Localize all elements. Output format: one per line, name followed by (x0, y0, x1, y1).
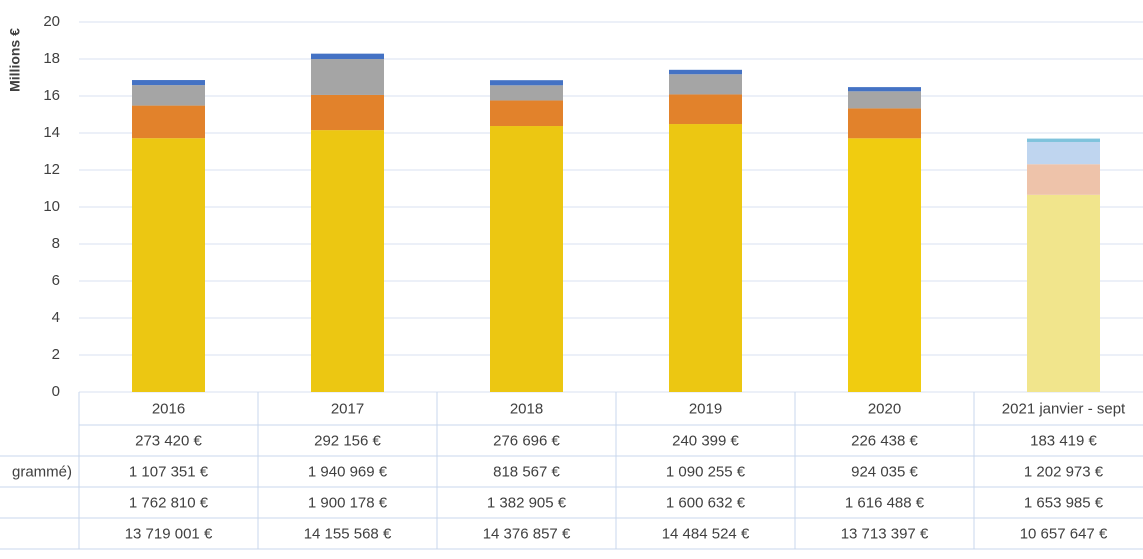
x-tick-label: 2019 (689, 400, 722, 417)
table-value: 1 107 351 € (129, 463, 209, 480)
x-tick-label: 2021 janvier - sept (1002, 400, 1126, 417)
y-axis-title: Millions € (7, 28, 23, 92)
y-tick-label: 14 (43, 124, 60, 141)
bar-segment (490, 126, 563, 393)
y-tick-label: 18 (43, 50, 60, 67)
table-value: 13 719 001 € (125, 525, 213, 542)
bar-segment (669, 74, 742, 95)
table-value: 1 940 969 € (308, 463, 388, 480)
table-value: 818 567 € (493, 463, 560, 480)
bar-segment (490, 85, 563, 101)
x-tick-label: 2017 (331, 400, 364, 417)
y-tick-label: 12 (43, 161, 60, 178)
y-tick-label: 2 (52, 346, 60, 363)
legend-label: grammé) (12, 463, 72, 480)
x-tick-label: 2016 (152, 400, 185, 417)
table-value: 10 657 647 € (1020, 525, 1108, 542)
bar-segment (311, 59, 384, 95)
bar-segment (848, 91, 921, 109)
y-tick-label: 0 (52, 383, 60, 400)
bar-segment (1027, 194, 1100, 392)
bar-segment (311, 94, 384, 131)
table-value: 240 399 € (672, 432, 739, 449)
table-value: 226 438 € (851, 432, 918, 449)
x-tick-label: 2020 (868, 400, 901, 417)
table-value: 1 616 488 € (845, 494, 925, 511)
table-value: 1 600 632 € (666, 494, 746, 511)
bar-segment (848, 87, 921, 92)
table-value: 1 762 810 € (129, 494, 209, 511)
table-value: 1 202 973 € (1024, 463, 1104, 480)
bar-segment (490, 80, 563, 86)
bar-segment (132, 80, 205, 86)
table-value: 14 155 568 € (304, 525, 392, 542)
table-value: 14 376 857 € (483, 525, 571, 542)
bar-segment (132, 105, 205, 139)
table-value: 276 696 € (493, 432, 560, 449)
bar-segment (132, 138, 205, 392)
table-value: 1 900 178 € (308, 494, 388, 511)
bar-segment (311, 130, 384, 392)
bar-segment (490, 100, 563, 127)
bar-segment (669, 94, 742, 125)
y-tick-label: 10 (43, 198, 60, 215)
x-tick-label: 2018 (510, 400, 543, 417)
bar-segment (1027, 164, 1100, 195)
y-tick-label: 6 (52, 272, 60, 289)
y-tick-label: 4 (52, 309, 60, 326)
table-value: 292 156 € (314, 432, 381, 449)
table-value: 273 420 € (135, 432, 202, 449)
y-tick-label: 8 (52, 235, 60, 252)
table-value: 14 484 524 € (662, 525, 750, 542)
table-value: 1 090 255 € (666, 463, 746, 480)
table-value: 1 653 985 € (1024, 494, 1104, 511)
y-tick-label: 16 (43, 87, 60, 104)
bar-segment (848, 138, 921, 392)
table-value: 13 713 397 € (841, 525, 929, 542)
bar-segment (311, 53, 384, 60)
table-value: 183 419 € (1030, 432, 1097, 449)
bar-segment (1027, 141, 1100, 165)
table-value: 1 382 905 € (487, 494, 567, 511)
bar-segment (1027, 138, 1100, 142)
y-tick-label: 20 (43, 13, 60, 30)
bar-segment (132, 85, 205, 106)
table-value: 924 035 € (851, 463, 918, 480)
bar-segment (669, 69, 742, 75)
bar-segment (848, 108, 921, 139)
bar-segment (669, 124, 742, 392)
